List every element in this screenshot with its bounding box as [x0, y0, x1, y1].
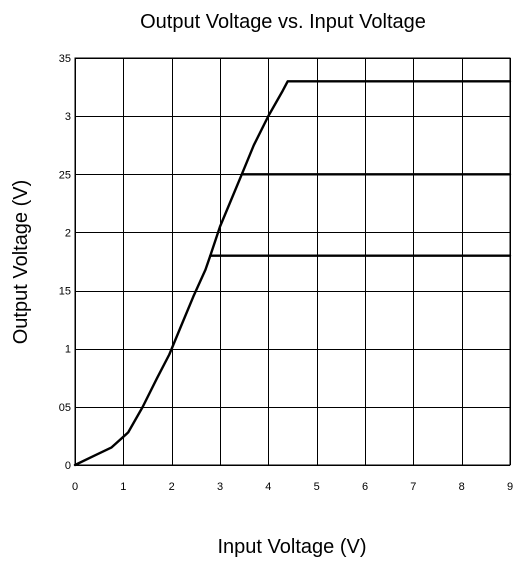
y-tick-label: 0	[65, 460, 71, 472]
y-tick-label: 3	[65, 111, 71, 123]
plot-frame	[74, 57, 511, 466]
x-tick-label: 8	[459, 481, 465, 493]
series-line-3	[240, 80, 512, 176]
y-tick-label: 2	[65, 227, 71, 239]
x-tick-label: 6	[362, 481, 368, 493]
x-tick-label: 0	[72, 481, 78, 493]
y-tick-label: 1	[65, 344, 71, 356]
x-tick-label: 7	[410, 481, 416, 493]
y-tick-label: 05	[59, 402, 71, 414]
x-tick-label: 3	[217, 481, 223, 493]
x-tick-label: 2	[169, 481, 175, 493]
x-tick-label: 4	[265, 481, 271, 493]
series-line-2	[209, 173, 512, 257]
series-lines	[73, 80, 512, 467]
series-line-1	[73, 254, 512, 467]
y-axis-label: Output Voltage (V)	[10, 180, 32, 345]
grid-lines	[75, 58, 511, 466]
y-tick-label: 15	[59, 286, 71, 298]
chart-title: Output Voltage vs. Input Voltage	[140, 11, 426, 33]
y-tick-labels: 0 05 1 15 2 25 3 35	[59, 53, 71, 472]
x-tick-label: 9	[507, 481, 513, 493]
y-tick-label: 25	[59, 169, 71, 181]
x-tick-label: 5	[314, 481, 320, 493]
x-tick-label: 1	[120, 481, 126, 493]
y-tick-label: 35	[59, 53, 71, 65]
x-tick-labels: 0 1 2 3 4 5 6 7 8 9	[72, 481, 513, 493]
x-axis-label: Input Voltage (V)	[218, 536, 367, 558]
